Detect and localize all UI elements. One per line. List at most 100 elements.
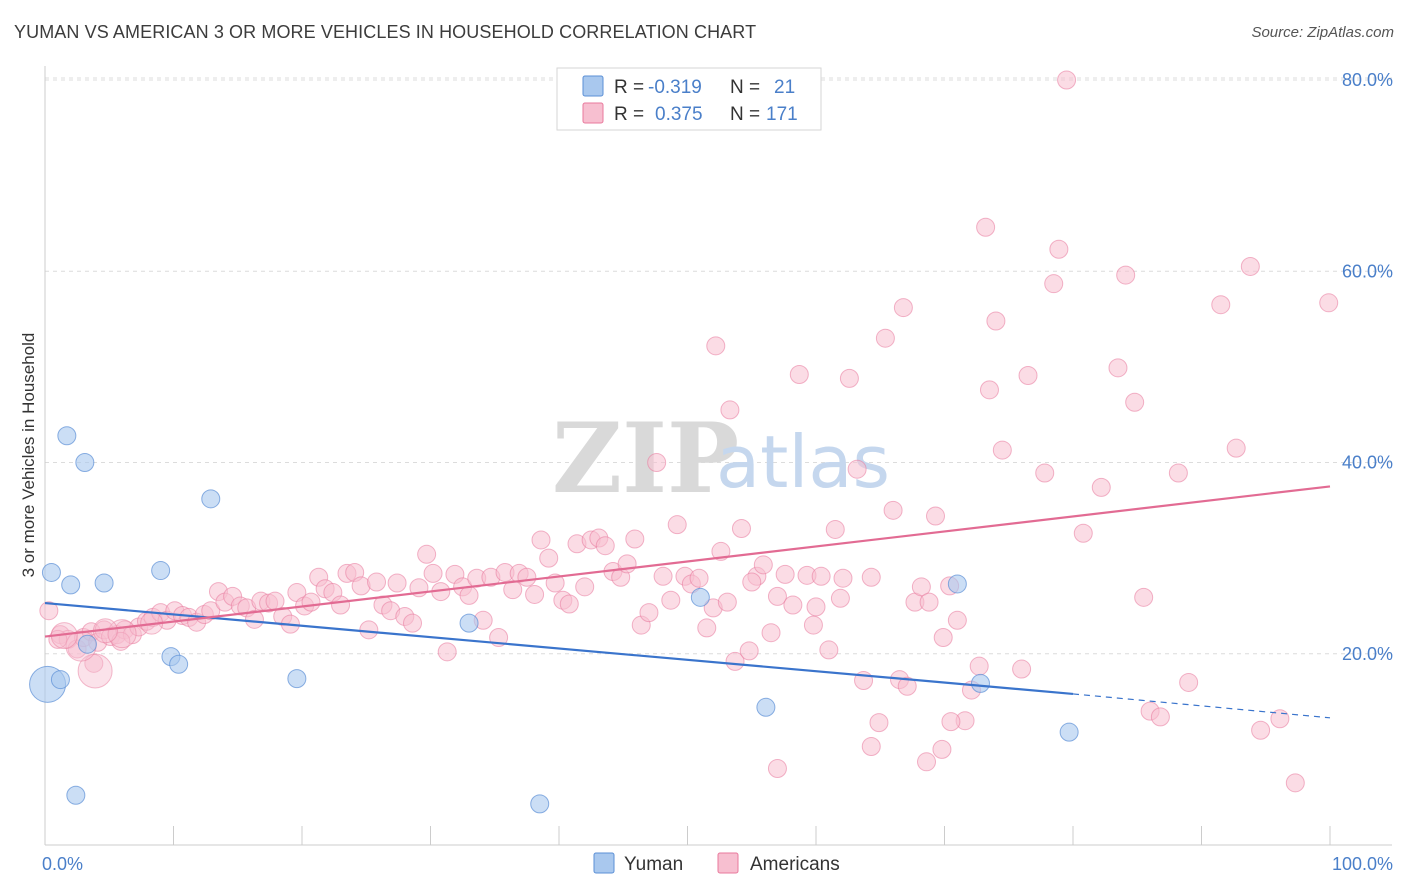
watermark-atlas: atlas xyxy=(716,420,890,504)
yuman-point xyxy=(57,426,77,446)
americans-point xyxy=(1035,463,1055,483)
americans-point xyxy=(1049,239,1069,259)
yuman-point xyxy=(50,670,70,690)
americans-point xyxy=(992,440,1012,460)
legend-r-value-americans: 0.375 xyxy=(655,104,703,125)
yuman-point xyxy=(530,794,550,814)
americans-point xyxy=(331,595,351,615)
yuman-point xyxy=(151,561,171,581)
americans-point xyxy=(1073,523,1093,543)
y-axis-title: 3 or more Vehicles in Household xyxy=(19,333,38,578)
americans-point xyxy=(1125,392,1145,412)
source-label: Source: ZipAtlas.com xyxy=(1251,24,1394,41)
americans-point xyxy=(77,653,113,689)
legend-n-value-americans: 171 xyxy=(766,104,798,125)
americans-point xyxy=(697,618,717,638)
legend-swatch-americans xyxy=(582,102,604,124)
americans-point xyxy=(301,592,321,612)
legend-n-label-yuman: N = xyxy=(730,77,760,98)
americans-point xyxy=(833,568,853,588)
americans-point xyxy=(825,519,845,539)
americans-point xyxy=(503,580,523,600)
americans-point xyxy=(1012,659,1032,679)
americans-point xyxy=(1018,365,1038,385)
yuman-point xyxy=(756,697,776,717)
americans-point xyxy=(897,676,917,696)
yuman-point xyxy=(61,575,81,595)
americans-point xyxy=(201,601,221,621)
yuman-point xyxy=(75,453,95,472)
x-tick-labels: 0.0% 100.0% xyxy=(42,854,1393,874)
americans-point xyxy=(689,568,709,588)
americans-point xyxy=(437,642,457,662)
axes xyxy=(44,66,1392,846)
bottom-legend-swatch-yuman xyxy=(593,852,615,874)
americans-point xyxy=(806,597,826,617)
americans-point xyxy=(1044,274,1064,294)
americans-point xyxy=(767,759,787,778)
americans-point xyxy=(811,566,831,586)
americans-point xyxy=(926,506,946,526)
americans-point xyxy=(720,400,740,420)
americans-point xyxy=(1285,773,1305,793)
yuman-point xyxy=(947,574,967,594)
correlation-legend: R = -0.319 N = 21 R = 0.375 N = 171 xyxy=(556,67,822,131)
americans-point xyxy=(559,594,579,614)
americans-point xyxy=(575,577,595,597)
americans-point xyxy=(595,536,615,556)
yuman-point xyxy=(287,669,307,689)
americans-point xyxy=(539,548,559,568)
americans-point xyxy=(1108,358,1128,378)
americans-point xyxy=(39,601,59,621)
americans-point xyxy=(403,613,423,633)
legend-r-label-yuman: R = xyxy=(614,77,644,98)
americans-point xyxy=(731,518,751,538)
americans-point xyxy=(767,586,787,606)
americans-point xyxy=(1057,70,1077,90)
americans-point xyxy=(919,592,939,612)
americans-point xyxy=(911,577,931,597)
yuman-point xyxy=(201,489,221,509)
americans-point xyxy=(423,563,443,583)
series-legend: Yuman Americans xyxy=(593,852,840,875)
americans-point xyxy=(1251,720,1271,740)
americans-point xyxy=(1150,707,1170,727)
americans-point xyxy=(387,573,407,593)
americans-point xyxy=(711,541,731,561)
yuman-points xyxy=(29,426,1079,814)
americans-point xyxy=(979,380,999,400)
americans-point xyxy=(947,610,967,630)
yuman-point xyxy=(970,673,990,693)
americans-point xyxy=(830,588,850,608)
americans-point xyxy=(783,595,803,615)
americans-point xyxy=(883,500,903,520)
americans-point xyxy=(1226,438,1246,458)
yuman-point xyxy=(169,654,189,674)
bottom-legend-swatch-americans xyxy=(717,852,739,874)
americans-point xyxy=(359,620,379,640)
grid xyxy=(45,77,1392,655)
americans-point xyxy=(625,529,645,549)
yuman-point xyxy=(77,634,97,654)
americans-point xyxy=(244,609,264,629)
americans-point xyxy=(742,572,762,592)
americans-point xyxy=(969,656,989,676)
americans-point xyxy=(861,567,881,587)
y-tick-label: 20.0% xyxy=(1342,644,1393,664)
americans-point xyxy=(525,584,545,604)
americans-point xyxy=(1240,256,1260,276)
yuman-point xyxy=(41,562,61,582)
x-tick-label: 0.0% xyxy=(42,854,83,874)
bottom-legend-label-yuman: Yuman xyxy=(624,854,683,875)
yuman-trend-extension xyxy=(1072,693,1331,719)
americans-point xyxy=(976,217,996,237)
y-tick-label: 40.0% xyxy=(1342,453,1393,473)
americans-point xyxy=(1179,672,1199,692)
legend-n-label-americans: N = xyxy=(730,104,760,125)
americans-point xyxy=(803,615,823,635)
americans-point xyxy=(941,712,961,732)
americans-point xyxy=(761,623,781,643)
americans-point xyxy=(775,564,795,584)
americans-point xyxy=(789,365,809,385)
americans-point xyxy=(932,739,952,759)
